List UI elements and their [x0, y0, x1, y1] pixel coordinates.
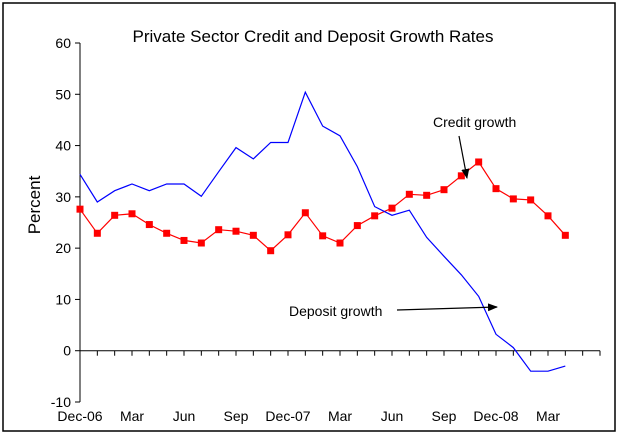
x-tick-label: Sep	[224, 408, 249, 424]
x-tick-label: Jun	[381, 408, 404, 424]
credit-growth-point	[163, 229, 171, 237]
credit-growth-point	[145, 221, 153, 229]
credit-growth-point	[371, 212, 379, 220]
credit-growth-point	[284, 231, 292, 239]
x-tick-label: Sep	[432, 408, 457, 424]
credit-growth-point	[76, 205, 84, 213]
y-tick-label: 40	[55, 138, 71, 154]
credit-growth-point	[388, 204, 396, 212]
credit-growth-point	[509, 195, 517, 203]
credit-growth-point	[197, 239, 205, 247]
y-tick-label: 20	[55, 240, 71, 256]
credit-growth-point	[405, 190, 413, 198]
credit-growth-point	[527, 196, 535, 204]
y-tick-label: 0	[63, 343, 71, 359]
y-tick-label: 10	[55, 291, 71, 307]
credit-growth-point	[353, 222, 361, 230]
y-axis-title: Percent	[25, 175, 44, 234]
credit-growth-point	[128, 210, 136, 218]
y-tick-label: 60	[55, 35, 71, 51]
credit-growth-point	[93, 229, 101, 237]
deposit-growth-line	[79, 90, 566, 372]
x-tick-label: Dec-06	[57, 408, 102, 424]
plot-area: -10 0 10 20 30 40 50 60 Dec-06 Mar Jun Sep Dec-07 Mar…	[51, 35, 601, 424]
credit-growth-point	[301, 209, 309, 217]
credit-growth-point	[180, 236, 188, 244]
y-tick-label: 30	[55, 189, 71, 205]
credit-growth-point	[475, 158, 483, 166]
credit-growth-point	[423, 191, 431, 199]
credit-growth-point	[319, 232, 327, 240]
credit-growth-point	[267, 247, 275, 255]
credit-growth-point	[561, 231, 569, 239]
credit-growth-point	[492, 185, 500, 193]
credit-growth-point	[111, 211, 119, 219]
y-tick-label: 50	[55, 86, 71, 102]
chart-title: Private Sector Credit and Deposit Growth…	[133, 27, 494, 46]
x-tick-label: Jun	[173, 408, 196, 424]
deposit-growth-annotation: Deposit growth	[289, 303, 382, 319]
x-tick-label: Mar	[536, 408, 560, 424]
credit-growth-arrow	[458, 135, 470, 179]
x-tick-label: Dec-08	[473, 408, 518, 424]
deposit-growth-arrow	[396, 303, 498, 312]
credit-growth-point	[336, 239, 344, 247]
x-tick-label: Mar	[328, 408, 352, 424]
credit-growth-point	[544, 212, 552, 220]
x-tick-label: Dec-07	[265, 408, 310, 424]
credit-growth-annotation: Credit growth	[433, 114, 516, 130]
credit-growth-point	[232, 227, 240, 235]
credit-growth-point	[440, 186, 448, 194]
x-tick-label: Mar	[120, 408, 144, 424]
credit-growth-point	[215, 226, 223, 234]
credit-growth-point	[457, 172, 465, 180]
credit-growth-point	[249, 231, 257, 239]
y-tick-label: -10	[51, 394, 71, 410]
